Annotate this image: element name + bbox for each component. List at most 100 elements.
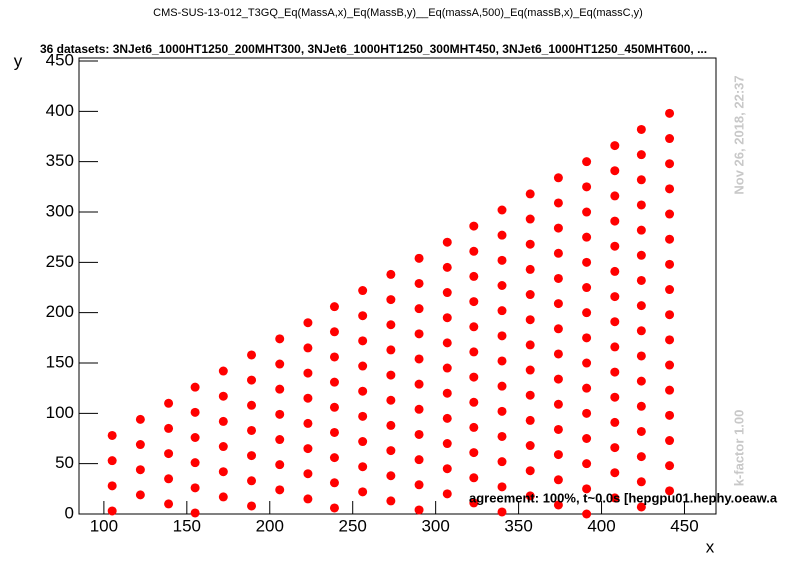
point: [497, 482, 507, 492]
point: [497, 356, 507, 366]
point: [303, 494, 313, 504]
point: [610, 191, 620, 201]
point: [665, 461, 675, 471]
point: [525, 264, 535, 274]
point: [636, 275, 646, 285]
point: [164, 499, 174, 509]
point: [386, 370, 396, 380]
point: [636, 401, 646, 411]
point: [525, 214, 535, 224]
point: [582, 157, 592, 167]
point: [275, 359, 285, 369]
point: [358, 286, 368, 296]
x-tick-label: 300: [421, 516, 449, 535]
point: [358, 487, 368, 497]
point: [553, 349, 563, 359]
point: [386, 320, 396, 330]
y-tick-label: 350: [46, 151, 74, 170]
point: [665, 285, 675, 295]
point: [442, 464, 452, 474]
point: [610, 266, 620, 276]
point: [275, 334, 285, 344]
point: [247, 501, 257, 511]
point: [414, 505, 424, 515]
point: [275, 384, 285, 394]
x-tick-label: 100: [90, 516, 118, 535]
point: [553, 299, 563, 309]
point: [329, 427, 339, 437]
point: [442, 363, 452, 373]
point: [218, 366, 228, 376]
point: [469, 473, 479, 483]
y-tick-label: 150: [46, 352, 74, 371]
point: [386, 471, 396, 481]
point: [636, 351, 646, 361]
point: [469, 448, 479, 458]
point: [442, 288, 452, 298]
point: [329, 453, 339, 463]
point: [665, 335, 675, 345]
point: [386, 496, 396, 506]
point: [303, 418, 313, 428]
point: [525, 466, 535, 476]
point: [190, 407, 200, 417]
point: [358, 336, 368, 346]
point: [386, 345, 396, 355]
point: [469, 221, 479, 231]
point: [665, 184, 675, 194]
point: [665, 259, 675, 269]
point: [329, 478, 339, 488]
point: [665, 108, 675, 118]
point: [636, 200, 646, 210]
point: [525, 365, 535, 375]
point: [469, 397, 479, 407]
point: [329, 352, 339, 362]
point: [247, 425, 257, 435]
point: [275, 460, 285, 470]
point: [190, 483, 200, 493]
point: [636, 502, 646, 512]
point: [665, 360, 675, 370]
y-axis-label: y: [14, 51, 23, 70]
point: [636, 376, 646, 386]
point: [247, 451, 257, 461]
point: [469, 246, 479, 256]
point: [636, 124, 646, 134]
y-tick-label: 400: [46, 101, 74, 120]
point: [525, 390, 535, 400]
point: [442, 388, 452, 398]
x-axis-label: x: [706, 537, 715, 556]
point: [303, 368, 313, 378]
point: [497, 406, 507, 416]
point: [610, 166, 620, 176]
point: [582, 207, 592, 217]
point: [665, 134, 675, 144]
point: [582, 182, 592, 192]
y-tick-label: 50: [55, 453, 74, 472]
point: [582, 308, 592, 318]
point: [525, 491, 535, 501]
point: [582, 232, 592, 242]
point: [414, 329, 424, 339]
point: [442, 338, 452, 348]
point: [386, 395, 396, 405]
point: [553, 248, 563, 258]
point: [329, 402, 339, 412]
point: [469, 297, 479, 307]
point: [414, 304, 424, 314]
point: [636, 225, 646, 235]
point: [553, 424, 563, 434]
point: [582, 333, 592, 343]
point: [525, 415, 535, 425]
point: [636, 301, 646, 311]
point: [190, 508, 200, 518]
point: [275, 435, 285, 445]
point: [610, 417, 620, 427]
point: [135, 440, 145, 450]
point: [525, 189, 535, 199]
point: [636, 426, 646, 436]
point: [553, 500, 563, 510]
point: [164, 398, 174, 408]
point: [135, 414, 145, 424]
point: [469, 372, 479, 382]
